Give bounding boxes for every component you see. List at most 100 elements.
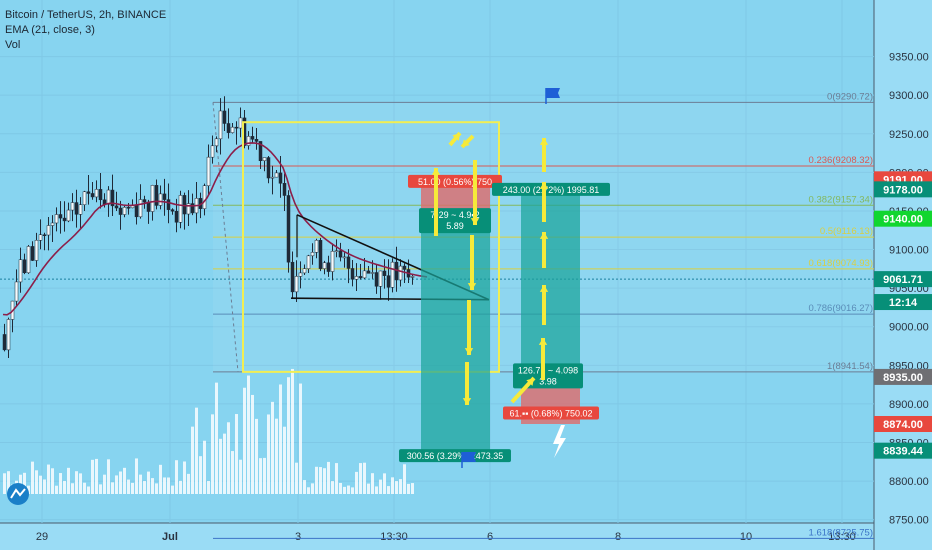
price-tag-label: 9140.00	[883, 214, 923, 226]
volume-bar	[35, 470, 38, 494]
volume-bar	[95, 458, 98, 494]
volume-bar	[271, 401, 274, 494]
volume-bar	[147, 471, 150, 494]
candle-body	[310, 252, 315, 257]
long-stop-label-text: 61.▪▪ (0.68%) 750.02	[510, 408, 593, 418]
volume-bar	[315, 466, 318, 494]
volume-bar	[143, 481, 146, 494]
candle-body	[386, 275, 391, 288]
volume-bar	[107, 459, 110, 494]
candle-body	[138, 199, 143, 218]
volume-bar	[27, 485, 30, 494]
volume-bar	[303, 480, 306, 494]
candle-body	[266, 157, 271, 179]
volume-bar	[239, 459, 242, 494]
volume-bar	[295, 462, 298, 494]
candle-body	[170, 209, 175, 212]
price-tag-box	[874, 181, 932, 198]
volume-bar	[251, 394, 254, 494]
candle-body	[238, 117, 243, 129]
down-arrow-head	[464, 348, 474, 355]
price-tag-box	[874, 271, 932, 288]
candle-body	[38, 234, 43, 241]
volume-bar	[227, 422, 230, 494]
volume-bar	[307, 487, 310, 494]
candle-body	[234, 126, 239, 129]
candle-body	[158, 193, 163, 206]
volume-bar	[323, 468, 326, 494]
volume-bar	[343, 486, 346, 494]
volume-indicator-label[interactable]: Vol	[5, 39, 21, 51]
y-tick-label: 9100.00	[889, 245, 929, 257]
candle-body	[274, 172, 279, 178]
candle-body	[110, 189, 115, 207]
volume-bar	[351, 487, 354, 494]
candle-body	[206, 156, 211, 186]
symbol-title[interactable]: Bitcoin / TetherUS, 2h, BINANCE	[5, 9, 167, 21]
candle-body	[338, 250, 343, 258]
candle-body	[358, 276, 363, 279]
volume-bar	[211, 414, 214, 494]
candle-body	[410, 276, 415, 278]
volume-bar	[195, 407, 198, 494]
lightning-icon	[553, 425, 566, 458]
candle-body	[106, 189, 111, 205]
down-arrow-head	[470, 218, 480, 225]
volume-bar	[247, 375, 250, 494]
candle-body	[290, 261, 295, 293]
volume-bar	[255, 418, 258, 494]
candle-body	[142, 199, 147, 203]
candle-body	[230, 126, 235, 133]
short-stop-label-box	[408, 174, 502, 188]
candle-body	[190, 203, 195, 214]
x-tick-label: 13:30	[828, 531, 856, 543]
price-tag-box	[874, 210, 932, 227]
volume-bar	[347, 485, 350, 494]
short-target-zone	[421, 218, 490, 451]
y-tick-label: 9300.00	[889, 90, 929, 102]
candle-body	[50, 222, 55, 226]
candle-body	[66, 209, 71, 222]
candle-body	[182, 195, 187, 215]
up-arrow-head	[539, 232, 549, 239]
volume-bar	[407, 483, 410, 494]
volume-bar	[403, 464, 406, 494]
candle-body	[18, 259, 23, 283]
volume-bar	[223, 433, 226, 494]
volume-bar	[231, 451, 234, 494]
candle-body	[330, 250, 335, 272]
volume-bar	[243, 387, 246, 494]
volume-bar	[47, 464, 50, 494]
volume-bar	[287, 377, 290, 494]
volume-bar	[399, 479, 402, 494]
candle-body	[306, 255, 311, 269]
candle-body	[90, 193, 95, 198]
short-entry-label-text: 7▪29 ~ 4.9▪2	[430, 210, 479, 220]
fib-level-label: 0.5(9116.13)	[820, 226, 873, 237]
candle-body	[58, 214, 63, 219]
up-arrow-head	[539, 182, 549, 189]
volume-bar	[311, 483, 314, 494]
candle-body	[254, 139, 259, 142]
candle-body	[178, 195, 183, 223]
candle-body	[22, 259, 27, 274]
short-target-label-text: 300.56 (3.29%) 2473.35	[407, 451, 504, 461]
candle-body	[202, 185, 207, 209]
volume-bar	[263, 457, 266, 494]
volume-bar	[87, 486, 90, 494]
fib-level-label: 0(9290.72)	[827, 91, 873, 102]
candle-body	[218, 110, 223, 140]
price-tag-box	[874, 294, 932, 311]
volume-bar	[207, 481, 210, 494]
ema-indicator-label[interactable]: EMA (21, close, 3)	[5, 24, 95, 36]
volume-bar	[91, 459, 94, 494]
time-axis	[0, 523, 874, 550]
flag-icon	[546, 88, 560, 98]
volume-bar	[291, 368, 294, 494]
short-stop-label-text: 51.00 (0.56%) 750	[418, 177, 492, 187]
candle-body	[94, 189, 99, 198]
price-tag-label: 8935.00	[883, 372, 923, 384]
x-tick-label: 10	[740, 531, 752, 543]
candle-body	[82, 191, 87, 205]
